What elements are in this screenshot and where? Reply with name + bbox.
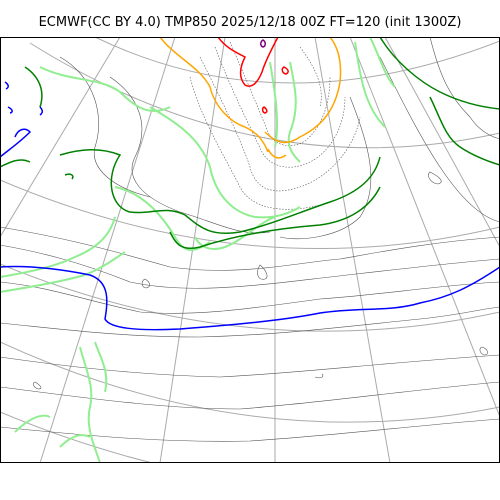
isotherm-blue xyxy=(0,128,32,158)
isotherm-light-green xyxy=(14,414,51,433)
isotherm-dotted xyxy=(199,56,361,192)
isotherm-orange xyxy=(159,37,269,153)
latitude-line xyxy=(94,37,500,84)
map-title: ECMWF(CC BY 4.0) TMP850 2025/12/18 00Z F… xyxy=(38,15,462,30)
latitude-line xyxy=(0,179,500,250)
isotherm-light-green xyxy=(0,216,116,278)
isotherm xyxy=(0,226,500,271)
isotherm xyxy=(0,306,500,338)
isotherm-dark-green xyxy=(0,159,31,168)
isotherm-dark-green xyxy=(379,37,500,110)
isotherm-purple xyxy=(260,39,266,48)
isotherm xyxy=(428,171,442,185)
isotherm xyxy=(0,418,500,442)
isotherms-blue xyxy=(0,81,500,331)
isotherm-orange xyxy=(264,37,342,144)
isotherm-light-green xyxy=(114,186,211,251)
isotherm-dark-green xyxy=(429,96,500,166)
isotherms-dotted xyxy=(189,41,361,210)
isotherm-light-green xyxy=(269,61,279,148)
isotherm xyxy=(0,244,500,289)
isotherm-light-green xyxy=(94,341,108,393)
isotherm xyxy=(141,278,150,289)
latitude-line xyxy=(0,263,500,332)
isotherm-blue xyxy=(7,106,13,114)
isotherm-dark-green xyxy=(169,186,381,249)
isotherm-red xyxy=(261,106,268,114)
latitude-line xyxy=(0,411,155,463)
isotherm-blue xyxy=(4,81,9,90)
isotherm-dotted xyxy=(299,46,322,108)
isotherm-red xyxy=(217,37,279,87)
isotherm xyxy=(479,346,488,356)
isotherm-blue xyxy=(39,106,44,116)
isotherm xyxy=(109,76,271,234)
meridian-line xyxy=(349,37,500,418)
isotherm-light-green xyxy=(0,251,126,293)
isotherms-thin xyxy=(0,37,500,442)
isotherm-dark-green xyxy=(59,149,381,234)
meridian-line xyxy=(0,37,121,238)
isotherms-light-green xyxy=(0,37,396,463)
isotherms-purple xyxy=(260,39,266,48)
isotherm xyxy=(314,373,324,379)
isotherm xyxy=(0,354,500,378)
isotherm xyxy=(279,96,372,240)
isotherm-blue xyxy=(0,265,500,331)
temperature-map xyxy=(0,37,500,463)
isotherms-dark-green xyxy=(0,37,500,249)
isotherm-light-green xyxy=(287,61,301,163)
isotherm xyxy=(429,37,500,140)
isotherm-light-green xyxy=(369,37,396,88)
meridian-line xyxy=(314,37,391,463)
graticule xyxy=(0,37,500,463)
isotherm-light-green xyxy=(39,66,171,112)
isotherm xyxy=(33,381,42,390)
isotherm xyxy=(0,281,500,314)
isotherm-light-green xyxy=(79,346,101,463)
isotherm-light-green xyxy=(59,434,91,448)
isotherms-orange xyxy=(159,37,342,159)
isotherm-light-green xyxy=(149,106,301,219)
isotherm-orange xyxy=(267,148,287,159)
meridian-line xyxy=(384,37,500,248)
isotherm-light-green xyxy=(194,216,276,250)
isotherms-red xyxy=(217,37,289,114)
isotherm-red xyxy=(281,66,289,75)
isotherm-dark-green xyxy=(64,173,74,180)
isotherm xyxy=(379,56,500,223)
isotherm-dotted xyxy=(229,41,331,146)
isotherm-dark-green xyxy=(24,66,43,108)
latitude-line xyxy=(29,42,500,149)
isotherm xyxy=(257,264,268,280)
isotherm-light-green xyxy=(354,41,386,128)
isotherm xyxy=(0,381,500,410)
isotherm-dotted xyxy=(189,76,321,210)
